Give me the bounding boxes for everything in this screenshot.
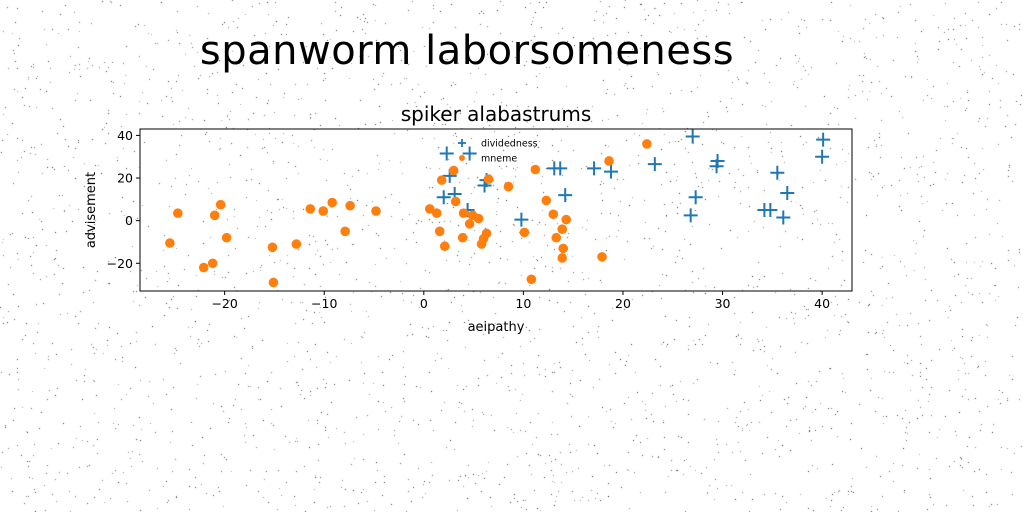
data-points — [165, 129, 831, 288]
data-point — [688, 190, 703, 205]
data-point — [551, 232, 562, 243]
data-point — [683, 208, 698, 223]
data-point — [541, 195, 552, 206]
data-point — [473, 213, 484, 224]
data-point — [526, 274, 537, 285]
series-dividedness — [436, 129, 831, 227]
chart-title: spiker alabastrums — [401, 102, 592, 126]
data-point — [587, 161, 602, 176]
data-point — [710, 153, 725, 168]
data-point — [457, 232, 468, 243]
data-point — [519, 227, 530, 238]
y-axis-label: advisement — [84, 172, 99, 248]
data-point — [530, 164, 541, 175]
data-point — [439, 146, 454, 161]
legend-label-mneme: mneme — [481, 154, 517, 165]
y-axis: −20 0 20 40 — [107, 128, 140, 271]
x-tick-label: −20 — [211, 296, 237, 311]
data-point — [553, 161, 568, 176]
data-point — [267, 242, 278, 253]
data-point — [558, 243, 569, 254]
data-point — [647, 157, 662, 172]
x-tick-label: 30 — [715, 296, 731, 311]
page-title: spanworm laborsomeness — [199, 28, 735, 74]
data-point — [464, 219, 475, 229]
data-point — [221, 232, 232, 243]
data-point — [548, 209, 559, 220]
legend-item-dividedness: dividedness — [458, 139, 538, 150]
data-point — [209, 210, 220, 221]
data-point — [424, 204, 435, 214]
data-point — [436, 175, 447, 185]
x-tick-label: 40 — [814, 296, 830, 311]
data-point — [780, 185, 795, 200]
data-point — [815, 149, 830, 164]
legend-item-mneme: mneme — [459, 154, 517, 165]
data-point — [458, 208, 469, 218]
data-point — [305, 204, 316, 214]
data-point — [514, 212, 529, 227]
y-tick-label: 40 — [117, 128, 133, 143]
data-point — [215, 199, 226, 210]
data-point — [198, 262, 209, 273]
data-point — [604, 156, 614, 166]
data-point — [327, 197, 337, 208]
x-axis-label: aeipathy — [468, 320, 525, 335]
data-point — [434, 226, 445, 237]
y-tick-label: 0 — [125, 213, 133, 228]
data-point — [207, 258, 218, 269]
x-tick-label: 0 — [420, 296, 428, 311]
data-point — [436, 190, 451, 205]
data-point — [557, 224, 568, 234]
plot-area — [139, 128, 853, 292]
data-point — [481, 228, 492, 239]
data-point — [291, 239, 302, 249]
data-point — [450, 196, 461, 207]
y-tick-label: 20 — [117, 171, 133, 186]
data-point — [439, 241, 450, 252]
y-tick-label: −20 — [107, 256, 133, 271]
data-point — [340, 226, 350, 237]
legend-marker-dividedness — [458, 139, 466, 147]
data-point — [268, 277, 279, 288]
x-tick-label: 20 — [615, 296, 631, 311]
data-point — [448, 165, 459, 176]
x-tick-label: −10 — [311, 296, 337, 311]
data-point — [642, 139, 652, 149]
x-tick-label: 10 — [515, 296, 531, 311]
data-point — [318, 206, 329, 216]
data-point — [558, 188, 573, 203]
data-point — [776, 210, 791, 225]
data-point — [503, 181, 514, 192]
data-point — [561, 214, 572, 225]
data-point — [816, 132, 831, 147]
data-point — [604, 164, 619, 179]
data-point — [483, 174, 494, 184]
data-point — [345, 200, 355, 211]
data-point — [173, 208, 183, 218]
legend: dividedness mneme — [458, 139, 538, 165]
legend-marker-mneme — [459, 155, 465, 161]
legend-label-dividedness: dividedness — [481, 139, 538, 150]
data-point — [371, 206, 381, 216]
data-point — [763, 203, 778, 217]
data-point — [462, 146, 477, 161]
data-point — [597, 252, 607, 262]
data-point — [165, 238, 175, 248]
data-point — [685, 129, 700, 144]
data-point — [557, 253, 568, 263]
data-point — [431, 208, 442, 218]
series-mneme — [165, 139, 652, 288]
data-point — [770, 165, 785, 180]
x-axis: −20 −10 0 10 20 30 40 — [211, 291, 830, 311]
